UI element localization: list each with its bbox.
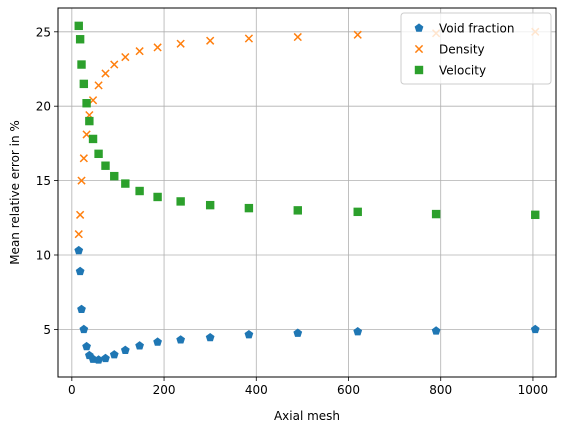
data-point xyxy=(206,36,215,45)
data-point xyxy=(88,134,98,144)
x-tick-label: 400 xyxy=(245,383,268,397)
x-tick-label: 800 xyxy=(429,383,452,397)
data-point xyxy=(244,329,254,339)
legend-marker xyxy=(414,23,424,32)
data-point xyxy=(79,154,88,163)
x-axis-label: Axial mesh xyxy=(274,409,340,423)
data-point xyxy=(135,341,144,350)
legend: Void fraction Density Velocity xyxy=(400,12,552,85)
data-point xyxy=(135,47,144,56)
x-tick-label: 200 xyxy=(153,383,176,397)
plot-frame xyxy=(57,7,557,378)
data-point xyxy=(75,266,85,276)
data-point xyxy=(353,327,363,336)
data-point xyxy=(121,179,130,188)
data-point xyxy=(153,192,162,202)
data-point xyxy=(77,304,86,314)
x-tick-label: 0 xyxy=(68,383,76,397)
data-point xyxy=(82,99,91,108)
data-point xyxy=(205,332,215,342)
data-point xyxy=(153,43,162,52)
data-point xyxy=(431,326,441,335)
data-point xyxy=(76,210,85,219)
legend-marker xyxy=(414,65,424,75)
data-point xyxy=(120,345,130,354)
data-point xyxy=(74,245,84,255)
y-tick-label: 25 xyxy=(36,25,51,39)
data-point xyxy=(353,207,362,217)
data-point xyxy=(176,335,186,344)
data-point xyxy=(353,30,362,39)
series-velocity xyxy=(74,21,540,220)
x-tick-label: 600 xyxy=(337,383,360,397)
data-point xyxy=(121,52,130,62)
y-tick-label: 20 xyxy=(36,100,51,114)
data-point xyxy=(94,81,103,90)
data-point xyxy=(153,337,162,346)
data-point xyxy=(205,200,215,210)
legend-entry: Void fraction xyxy=(439,22,514,36)
y-axis-label: Mean relative error in % xyxy=(8,120,22,265)
data-point xyxy=(85,116,94,126)
y-tick-label: 10 xyxy=(36,248,51,262)
data-point xyxy=(293,32,302,42)
data-point xyxy=(530,324,540,334)
data-point xyxy=(135,186,144,196)
data-point xyxy=(431,209,441,219)
data-points xyxy=(74,21,540,364)
data-point xyxy=(244,34,254,43)
data-point xyxy=(176,197,185,206)
data-point xyxy=(293,206,302,215)
axis-ticks: 0 200 400 600 800 1000 5 10 15 20 25 xyxy=(36,25,548,397)
data-point xyxy=(109,350,119,359)
data-point xyxy=(244,203,254,213)
legend-entry: Density xyxy=(439,43,485,57)
data-point xyxy=(74,21,83,31)
y-tick-label: 15 xyxy=(36,174,51,188)
legend-entry: Velocity xyxy=(439,64,486,78)
legend-marker xyxy=(414,44,424,54)
data-point xyxy=(176,39,185,48)
data-point xyxy=(94,149,103,159)
data-point xyxy=(101,69,110,78)
data-point xyxy=(82,341,91,351)
data-point xyxy=(77,176,86,185)
data-point xyxy=(74,230,83,239)
data-point xyxy=(293,328,303,337)
data-point xyxy=(94,355,103,364)
data-point xyxy=(110,60,119,69)
data-point xyxy=(79,79,89,89)
series-void-fraction xyxy=(74,245,540,364)
data-point xyxy=(531,210,540,220)
data-point xyxy=(101,353,110,363)
data-point xyxy=(110,171,119,181)
data-point xyxy=(75,35,85,44)
data-point xyxy=(101,161,110,170)
legend-box xyxy=(400,12,552,85)
data-point xyxy=(79,324,89,334)
data-point xyxy=(77,60,86,69)
y-tick-label: 5 xyxy=(43,323,51,337)
x-tick-label: 1000 xyxy=(518,383,549,397)
